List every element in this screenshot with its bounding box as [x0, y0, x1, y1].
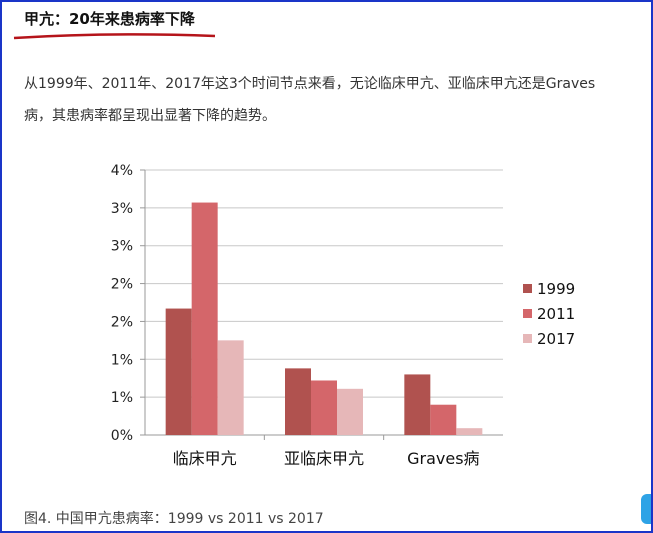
bar-1999 [285, 368, 311, 435]
y-tick-label: 1% [111, 390, 133, 406]
x-tick-label: Graves病 [407, 449, 479, 468]
legend-label-2017: 2017 [537, 330, 575, 348]
y-tick-label: 2% [111, 277, 133, 293]
legend-swatch-2011 [523, 309, 532, 318]
intro-line-2: 病，其患病率都呈现出显著下降的趋势。 [24, 108, 276, 124]
bar-1999 [404, 374, 431, 435]
legend-label-1999: 1999 [537, 280, 575, 298]
figure-caption: 图4. 中国甲亢患病率：1999 vs 2011 vs 2017 [24, 511, 324, 527]
x-tick-label: 亚临床甲亢 [284, 449, 364, 468]
side-float-button[interactable] [641, 494, 651, 524]
y-tick-label: 3% [111, 201, 133, 217]
legend-swatch-1999 [523, 284, 532, 293]
bar-2017 [217, 340, 244, 435]
title-underline [13, 33, 216, 40]
y-tick-label: 1% [111, 352, 133, 368]
legend-label-2011: 2011 [537, 305, 575, 323]
bar-2017 [456, 428, 483, 435]
bar-chart: 0% 1% 1% 2% 2% 3% 3% 4% 临床甲亢 亚临床甲亢 Graves病 1999 2011… [111, 163, 575, 468]
intro-line-1: 从1999年、2011年、2017年这3个时间节点来看，无论临床甲亢、亚临床甲亢… [24, 76, 596, 92]
y-tick-label: 4% [111, 163, 133, 179]
bar-2011 [311, 380, 337, 435]
y-tick-label: 3% [111, 239, 133, 255]
bar-2011 [191, 202, 218, 435]
x-tick-label: 临床甲亢 [173, 449, 237, 468]
bar-1999 [165, 308, 192, 435]
y-tick-label: 2% [111, 314, 133, 330]
legend-swatch-2017 [523, 334, 532, 343]
intro-paragraph: 从1999年、2011年、2017年这3个时间节点来看，无论临床甲亢、亚临床甲亢… [24, 68, 653, 132]
bar-2011 [430, 404, 457, 435]
chart-area: 0% 1% 1% 2% 2% 3% 3% 4% 临床甲亢 亚临床甲亢 Graves病 1999 2011… [105, 152, 590, 482]
y-tick-label: 0% [111, 428, 133, 444]
bar-2017 [337, 388, 363, 435]
section-title: 甲亢：20年来患病率下降 [24, 10, 195, 28]
